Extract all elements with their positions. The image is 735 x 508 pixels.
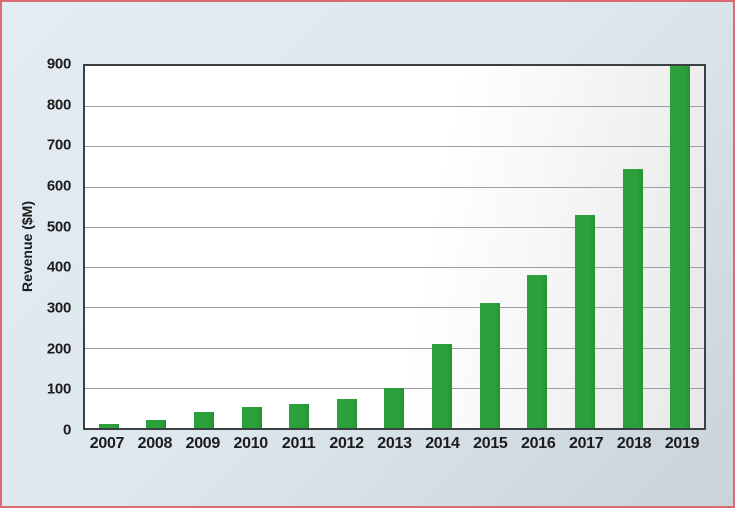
y-tick-label-100: 100 [46,380,71,398]
bars-layer [85,66,704,428]
y-tick-label-300: 300 [46,299,71,317]
bar-2011 [289,403,310,428]
x-tick-label-2018: 2018 [616,435,652,452]
x-tick-label-2009: 2009 [185,435,221,452]
x-tick-label-2007: 2007 [89,435,125,452]
y-tick-label-500: 500 [46,218,71,236]
bar-2009 [194,411,215,428]
bar-slot-2015 [466,66,514,428]
gridline-800 [85,106,704,108]
gridline-600 [85,186,704,188]
bar-slot-2012 [323,66,371,428]
y-tick-label-0: 0 [62,421,71,439]
x-tick-label-2010: 2010 [233,435,269,452]
x-tick-label-2013: 2013 [377,435,412,452]
x-tick-label-2016: 2016 [521,435,556,452]
gridline-300 [85,307,704,309]
y-tick-label-900: 900 [46,55,71,73]
x-tick-label-2012: 2012 [329,435,364,452]
gridline-200 [85,347,704,349]
plot-area [83,64,706,430]
x-tick-label-2015: 2015 [473,435,508,452]
y-tick-label-400: 400 [46,258,71,276]
y-tick-label-600: 600 [46,177,71,195]
bar-slot-2008 [133,66,181,428]
y-tick-label-200: 200 [46,340,71,358]
bar-2019 [670,66,691,428]
bar-slot-2013 [371,66,419,428]
x-tick-label-2008: 2008 [137,435,173,452]
bar-slot-2009 [180,66,228,428]
bar-slot-2014 [418,66,466,428]
bar-2010 [241,407,262,428]
bar-slot-2019 [656,66,704,428]
y-tick-label-800: 800 [46,96,71,114]
bar-slot-2016 [513,66,561,428]
bar-2016 [527,275,548,428]
x-axis-tick-labels: 2007 2008 2009 2010 2011 2012 2013 2014 2015 2016… [83,435,706,453]
bar-slot-2018 [609,66,657,428]
x-tick-label-2014: 2014 [425,435,460,452]
bar-2018 [622,168,643,428]
gridline-400 [85,267,704,269]
y-tick-label-700: 700 [46,136,71,154]
x-tick-label-2011: 2011 [281,435,316,452]
bar-2014 [432,343,453,428]
bar-2013 [384,387,405,428]
bar-2008 [146,419,167,428]
gridline-700 [85,146,704,148]
x-tick-label-2017: 2017 [568,435,604,452]
bar-slot-2011 [275,66,323,428]
bar-2007 [98,423,119,428]
gridline-500 [85,226,704,228]
bar-2017 [574,214,595,428]
bar-2012 [336,398,357,428]
bar-slot-2007 [85,66,133,428]
bar-slot-2010 [228,66,276,428]
y-axis-tick-labels: 0 100 200 300 400 500 600 700 800 900 [2,56,77,439]
x-tick-label-2019: 2019 [664,435,700,452]
bar-2015 [479,302,500,428]
bar-slot-2017 [561,66,609,428]
